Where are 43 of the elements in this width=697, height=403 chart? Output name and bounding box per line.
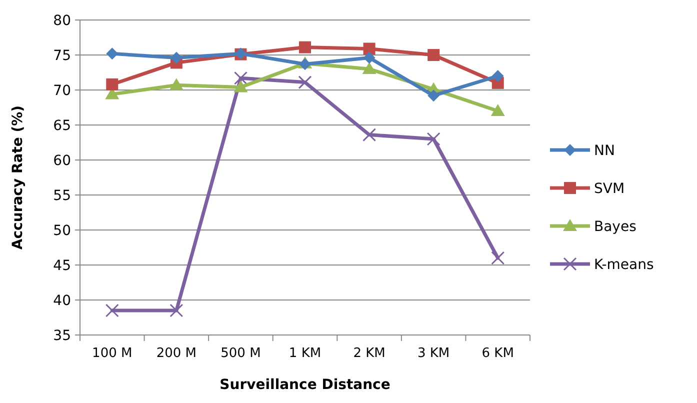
point: [492, 70, 504, 82]
y-axis-title: Accuracy Rate (%): [10, 105, 26, 250]
x-tick-label: 1 KM: [288, 346, 322, 361]
y-tick-label: 75: [53, 48, 71, 64]
x-axis-title: Surveillance Distance: [220, 377, 390, 393]
legend-label: SVM: [594, 180, 625, 197]
point: [234, 71, 248, 85]
x-tick-label: 2 KM: [353, 346, 386, 361]
point: [363, 42, 376, 55]
legend-label: NN: [594, 142, 615, 159]
point: [299, 41, 311, 54]
point: [490, 104, 505, 116]
y-tick-label: 40: [53, 292, 71, 309]
y-tick-label: 55: [53, 188, 71, 204]
x-tick-label: 500 M: [220, 346, 261, 361]
point: [428, 90, 440, 102]
point: [170, 304, 184, 318]
point: [362, 62, 376, 74]
y-tick-label: 50: [53, 222, 71, 239]
point: [426, 132, 440, 146]
y-tick-label: 35: [53, 328, 71, 344]
point: [106, 48, 118, 60]
legend-label: K-means: [594, 256, 654, 273]
point: [234, 80, 248, 92]
point: [169, 78, 184, 90]
x-tick-label: 200 M: [156, 346, 197, 361]
y-tick-label: 80: [53, 12, 71, 29]
point: [362, 128, 376, 142]
point: [106, 78, 118, 90]
point: [491, 251, 505, 265]
point: [105, 304, 119, 318]
point: [363, 52, 376, 64]
x-tick-label: 6 KM: [482, 346, 514, 361]
y-tick-label: 65: [53, 118, 71, 134]
x-tick-label: 3 KM: [417, 346, 450, 361]
legend-label: Bayes: [594, 218, 636, 235]
point: [170, 52, 182, 64]
y-tick-label: 60: [53, 152, 71, 169]
y-tick-label: 45: [53, 258, 71, 274]
point: [298, 76, 312, 90]
x-tick-label: 100 M: [92, 346, 132, 361]
y-tick-label: 70: [53, 82, 71, 99]
point: [428, 49, 440, 61]
